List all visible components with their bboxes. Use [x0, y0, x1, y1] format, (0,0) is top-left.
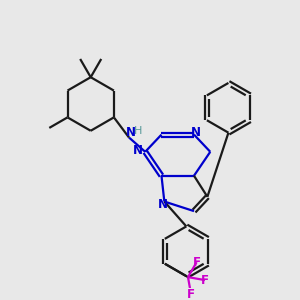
Text: N: N — [158, 199, 168, 212]
Text: F: F — [193, 256, 201, 269]
Text: F: F — [201, 274, 209, 286]
Text: N: N — [133, 144, 143, 157]
Text: N: N — [190, 126, 200, 139]
Text: F: F — [187, 288, 195, 300]
Text: N: N — [126, 126, 136, 140]
Text: H: H — [134, 126, 142, 136]
